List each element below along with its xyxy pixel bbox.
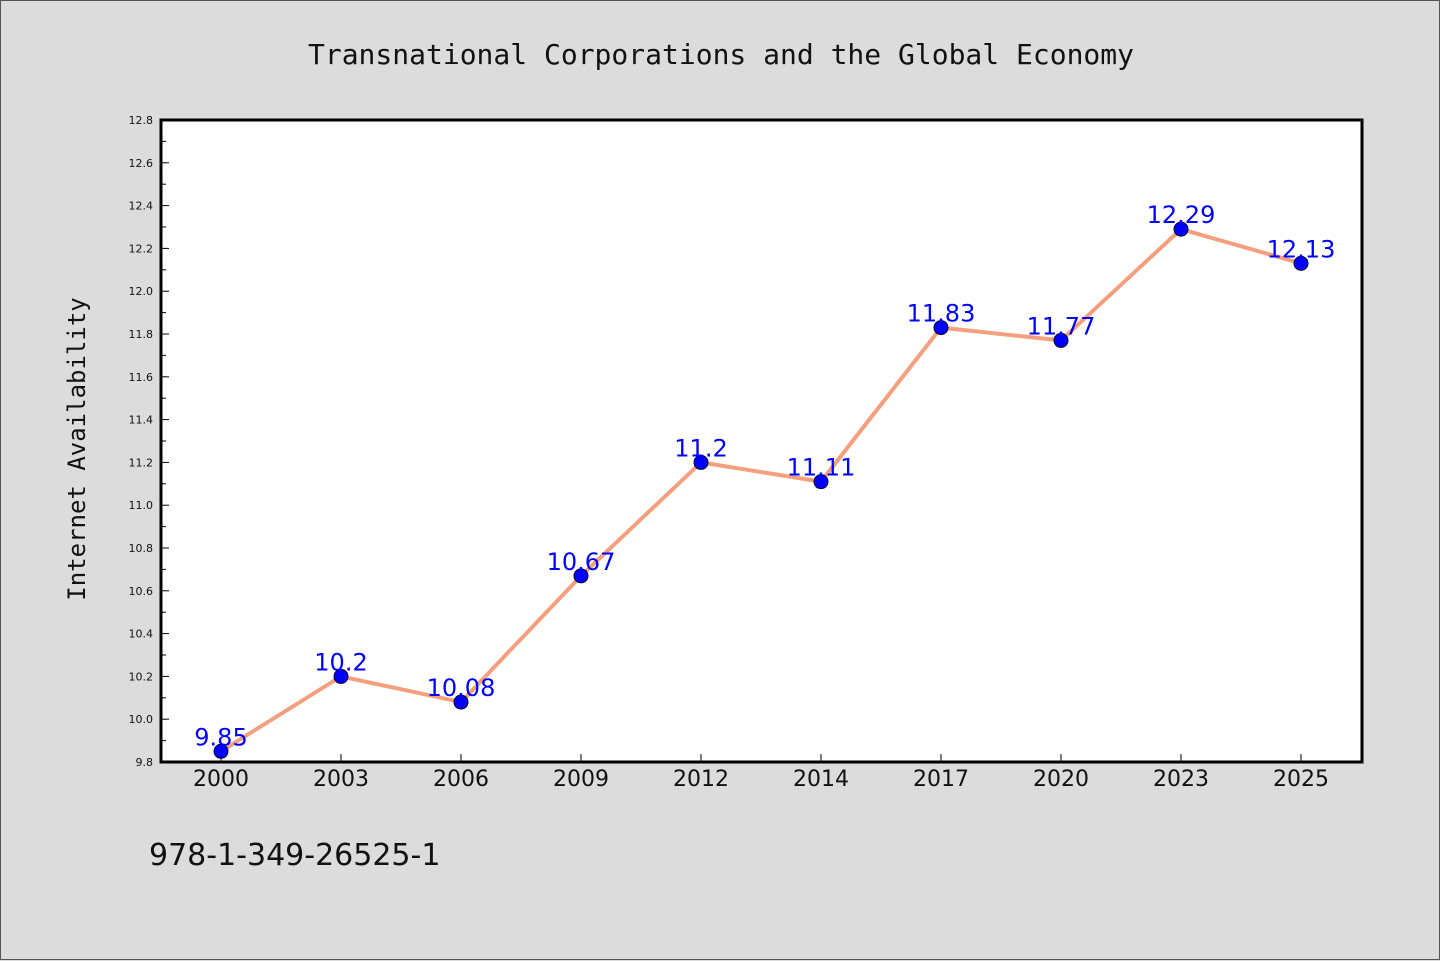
chart-title: Transnational Corporations and the Globa… xyxy=(308,38,1134,71)
y-tick-label: 10.0 xyxy=(129,713,154,726)
data-point xyxy=(1173,221,1189,237)
data-point xyxy=(573,568,589,584)
data-point xyxy=(1293,255,1309,271)
y-axis: 9.8 10.0 10.2 10.4 10.6 10.8 11.0 11.2 11.4 11.6 1… xyxy=(129,114,169,769)
x-tick-label: 2003 xyxy=(313,767,369,792)
data-point xyxy=(213,743,229,759)
data-point xyxy=(1053,332,1069,348)
y-tick-label: 9.8 xyxy=(136,756,154,769)
x-tick-label: 2020 xyxy=(1033,767,1089,792)
data-label: 10.67 xyxy=(547,548,616,576)
y-tick-label: 10.6 xyxy=(129,585,154,598)
data-label: 11.83 xyxy=(907,300,976,328)
data-label: 12.29 xyxy=(1147,201,1216,229)
series-layer: 9.85 10.2 10.08 10.67 11.2 11.11 11.83 11.77 12.… xyxy=(194,201,1336,759)
data-label: 10.08 xyxy=(427,674,496,702)
x-axis: 2000 2003 2006 2009 2012 2014 2017 2020 2023 2025 xyxy=(193,754,1329,792)
data-point xyxy=(693,454,709,470)
y-tick-label: 12.8 xyxy=(129,114,154,127)
x-tick-label: 2000 xyxy=(193,767,249,792)
y-tick-label: 11.8 xyxy=(129,328,154,341)
data-point xyxy=(333,668,349,684)
data-point xyxy=(813,474,829,490)
data-label: 10.2 xyxy=(314,648,367,676)
x-tick-label: 2009 xyxy=(553,767,609,792)
y-tick-label: 11.2 xyxy=(129,456,154,469)
isbn-label: 978-1-349-26525-1 xyxy=(149,838,440,873)
y-tick-label: 12.0 xyxy=(129,285,154,298)
y-tick-label: 11.4 xyxy=(129,414,154,427)
data-label: 11.2 xyxy=(674,434,727,462)
y-tick-label: 12.4 xyxy=(129,200,154,213)
y-tick-label: 11.0 xyxy=(129,499,154,512)
data-point xyxy=(933,320,949,336)
data-label: 11.77 xyxy=(1027,312,1096,340)
x-tick-label: 2014 xyxy=(793,767,849,792)
y-tick-label: 10.4 xyxy=(129,628,154,641)
y-tick-label: 12.6 xyxy=(129,157,154,170)
x-tick-label: 2006 xyxy=(433,767,489,792)
y-tick-label: 10.2 xyxy=(129,670,154,683)
x-tick-label: 2025 xyxy=(1273,767,1329,792)
data-label: 12.13 xyxy=(1267,235,1336,263)
x-tick-label: 2023 xyxy=(1153,767,1209,792)
y-tick-label: 10.8 xyxy=(129,542,154,555)
series-line xyxy=(219,227,1303,754)
x-tick-label: 2017 xyxy=(913,767,969,792)
y-tick-label: 11.6 xyxy=(129,371,154,384)
y-axis-label: Internet Availability xyxy=(63,297,91,600)
data-label: 11.11 xyxy=(787,454,856,482)
x-tick-label: 2012 xyxy=(673,767,729,792)
data-point xyxy=(453,694,469,710)
y-tick-label: 12.2 xyxy=(129,242,154,255)
plot-area xyxy=(159,118,1364,764)
data-label: 9.85 xyxy=(194,723,247,751)
